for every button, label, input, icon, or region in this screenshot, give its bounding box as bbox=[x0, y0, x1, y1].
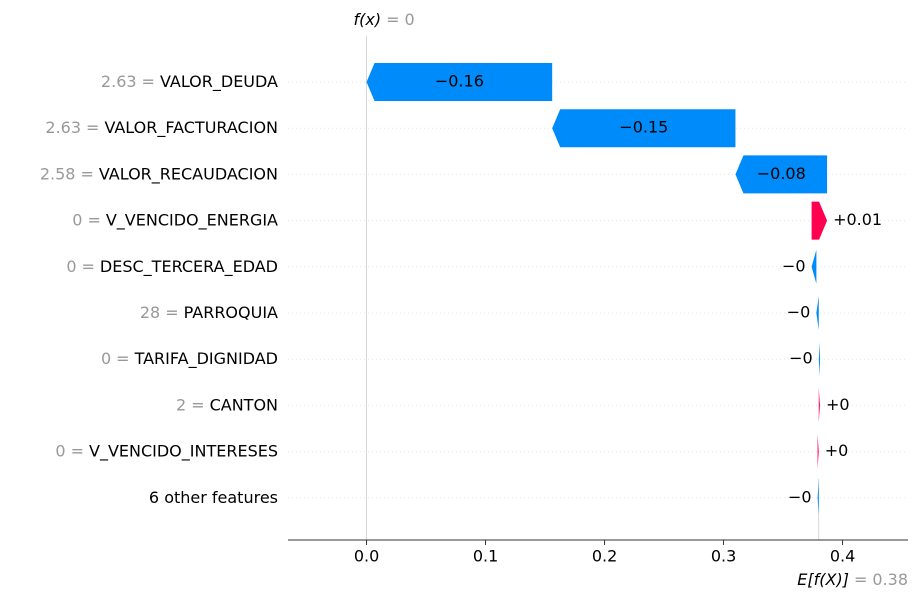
feature-label: 2 = CANTON bbox=[176, 395, 278, 414]
feature-equals: = bbox=[116, 349, 129, 368]
feature-name: 6 other features bbox=[149, 487, 278, 506]
feature-label: 28 = PARROQUIA bbox=[140, 303, 278, 322]
x-tick-label: 0.1 bbox=[473, 547, 498, 566]
feature-name: CANTON bbox=[210, 395, 278, 414]
feature-value: 0 bbox=[66, 256, 76, 275]
feature-equals: = bbox=[86, 118, 99, 137]
feature-equals: = bbox=[191, 395, 204, 414]
bar-label: −0.15 bbox=[619, 118, 668, 137]
bar bbox=[811, 201, 828, 240]
bar bbox=[817, 434, 819, 469]
bar bbox=[735, 155, 828, 194]
feature-name: PARROQUIA bbox=[184, 303, 278, 322]
feature-equals: = bbox=[71, 441, 84, 460]
feature-value: 0 bbox=[101, 349, 111, 368]
feature-name: TARIFA_DIGNIDAD bbox=[134, 349, 278, 369]
feature-label: 0 = V_VENCIDO_ENERGIA bbox=[72, 210, 278, 230]
bar bbox=[552, 109, 736, 148]
feature-label: 2.58 = VALOR_RECAUDACION bbox=[40, 164, 278, 184]
bar-label: −0 bbox=[789, 349, 813, 368]
feature-label: 0 = V_VENCIDO_INTERESES bbox=[55, 441, 278, 461]
bar-label: −0.08 bbox=[757, 164, 806, 183]
x-tick-label: 0.4 bbox=[830, 547, 855, 566]
feature-name: VALOR_FACTURACION bbox=[104, 118, 278, 138]
feature-name: VALOR_RECAUDACION bbox=[99, 164, 278, 184]
feature-name: V_VENCIDO_ENERGIA bbox=[106, 210, 278, 230]
feature-label: 0 = TARIFA_DIGNIDAD bbox=[101, 349, 278, 369]
feature-equals: = bbox=[142, 72, 155, 91]
feature-value: 0 bbox=[55, 441, 65, 460]
bar-label: −0 bbox=[788, 487, 812, 506]
feature-value: 0 bbox=[72, 210, 82, 229]
feature-label: 2.63 = VALOR_DEUDA bbox=[101, 72, 278, 92]
bar bbox=[818, 388, 820, 423]
base-value: 0.38 bbox=[872, 570, 908, 589]
feature-label: 0 = DESC_TERCERA_EDAD bbox=[66, 256, 278, 276]
bar bbox=[818, 342, 820, 377]
bar bbox=[817, 480, 819, 515]
bar-label: +0.01 bbox=[833, 210, 882, 229]
fx-value: 0 bbox=[405, 10, 415, 29]
x-tick-label: 0.3 bbox=[711, 547, 736, 566]
bar bbox=[811, 249, 817, 284]
base-label: E[f(X)] = 0.38 bbox=[797, 570, 908, 589]
feature-equals: = bbox=[80, 164, 93, 183]
feature-name: DESC_TERCERA_EDAD bbox=[100, 256, 278, 276]
bar-label: −0.16 bbox=[435, 72, 484, 91]
x-tick-label: 0.2 bbox=[592, 547, 617, 566]
feature-label: 6 other features bbox=[149, 487, 278, 506]
base-name: E[f(X)] bbox=[797, 570, 849, 589]
feature-equals: = bbox=[82, 256, 95, 275]
feature-name: V_VENCIDO_INTERESES bbox=[89, 441, 278, 461]
feature-value: 2.63 bbox=[101, 72, 137, 91]
bar-label: +0 bbox=[826, 395, 850, 414]
feature-name: VALOR_DEUDA bbox=[160, 72, 278, 92]
base-equals: = bbox=[854, 570, 867, 589]
bar bbox=[366, 63, 553, 101]
bar bbox=[816, 296, 819, 330]
x-tick-label: 0.0 bbox=[354, 547, 379, 566]
fx-equals: = bbox=[386, 10, 399, 29]
feature-value: 28 bbox=[140, 303, 160, 322]
fx-label: f(x) = 0 bbox=[354, 10, 415, 29]
feature-value: 2 bbox=[176, 395, 186, 414]
feature-value: 2.58 bbox=[40, 164, 76, 183]
feature-value: 2.63 bbox=[45, 118, 81, 137]
bar-label: −0 bbox=[782, 256, 806, 275]
feature-equals: = bbox=[87, 210, 100, 229]
feature-label: 2.63 = VALOR_FACTURACION bbox=[45, 118, 278, 138]
bar-label: −0 bbox=[787, 303, 811, 322]
bar-label: +0 bbox=[825, 441, 849, 460]
feature-equals: = bbox=[165, 303, 178, 322]
fx-name: f(x) bbox=[354, 10, 382, 29]
